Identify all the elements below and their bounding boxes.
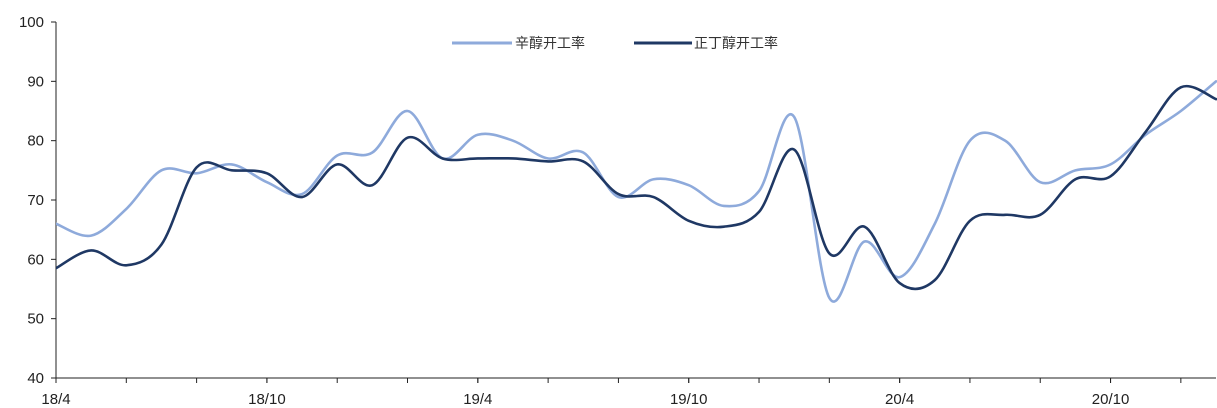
x-tick-label: 19/10 <box>670 391 708 408</box>
y-tick-label: 80 <box>27 133 44 150</box>
y-tick-label: 90 <box>27 73 44 90</box>
y-tick-label: 60 <box>27 251 44 268</box>
x-tick-label: 18/4 <box>41 391 70 408</box>
series-line-1 <box>56 80 1217 303</box>
x-tick-label: 20/4 <box>885 391 914 408</box>
y-tick-label: 100 <box>19 14 44 31</box>
x-tick-label: 18/10 <box>248 391 286 408</box>
x-tick-label: 19/4 <box>463 391 492 408</box>
y-axis: 40 50 60 70 80 90 100 <box>19 14 57 387</box>
y-tick-label: 40 <box>27 370 44 387</box>
series-layer <box>56 80 1217 303</box>
x-tick-label: 20/10 <box>1092 391 1130 408</box>
legend-label-2: 正丁醇开工率 <box>694 35 778 52</box>
y-tick-label: 70 <box>27 192 44 209</box>
series-line-2 <box>56 84 1217 291</box>
legend-label-1: 辛醇开工率 <box>515 35 585 52</box>
x-axis: 18/4 18/10 19/4 19/10 20/4 20/10 <box>41 377 1216 408</box>
legend: 辛醇开工率 正丁醇开工率 <box>452 35 778 52</box>
y-tick-label: 50 <box>27 311 44 328</box>
